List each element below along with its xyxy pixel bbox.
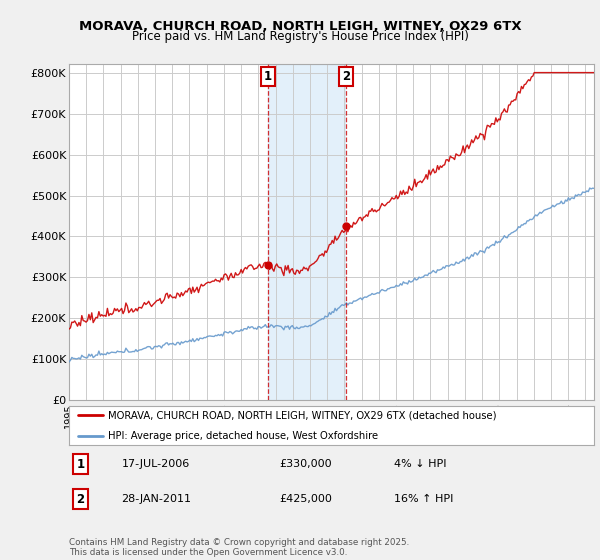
Text: 2: 2 xyxy=(342,69,350,83)
Text: 17-JUL-2006: 17-JUL-2006 xyxy=(121,459,190,469)
Text: 28-JAN-2011: 28-JAN-2011 xyxy=(121,494,191,504)
Text: 1: 1 xyxy=(76,458,85,471)
Text: £330,000: £330,000 xyxy=(279,459,332,469)
Text: £425,000: £425,000 xyxy=(279,494,332,504)
Text: Contains HM Land Registry data © Crown copyright and database right 2025.
This d: Contains HM Land Registry data © Crown c… xyxy=(69,538,409,557)
Text: Price paid vs. HM Land Registry's House Price Index (HPI): Price paid vs. HM Land Registry's House … xyxy=(131,30,469,43)
Text: 2: 2 xyxy=(76,493,85,506)
Text: 4% ↓ HPI: 4% ↓ HPI xyxy=(395,459,447,469)
Text: 16% ↑ HPI: 16% ↑ HPI xyxy=(395,494,454,504)
Text: MORAVA, CHURCH ROAD, NORTH LEIGH, WITNEY, OX29 6TX: MORAVA, CHURCH ROAD, NORTH LEIGH, WITNEY… xyxy=(79,20,521,34)
Text: HPI: Average price, detached house, West Oxfordshire: HPI: Average price, detached house, West… xyxy=(109,431,379,441)
Text: 1: 1 xyxy=(263,69,272,83)
Text: MORAVA, CHURCH ROAD, NORTH LEIGH, WITNEY, OX29 6TX (detached house): MORAVA, CHURCH ROAD, NORTH LEIGH, WITNEY… xyxy=(109,410,497,421)
